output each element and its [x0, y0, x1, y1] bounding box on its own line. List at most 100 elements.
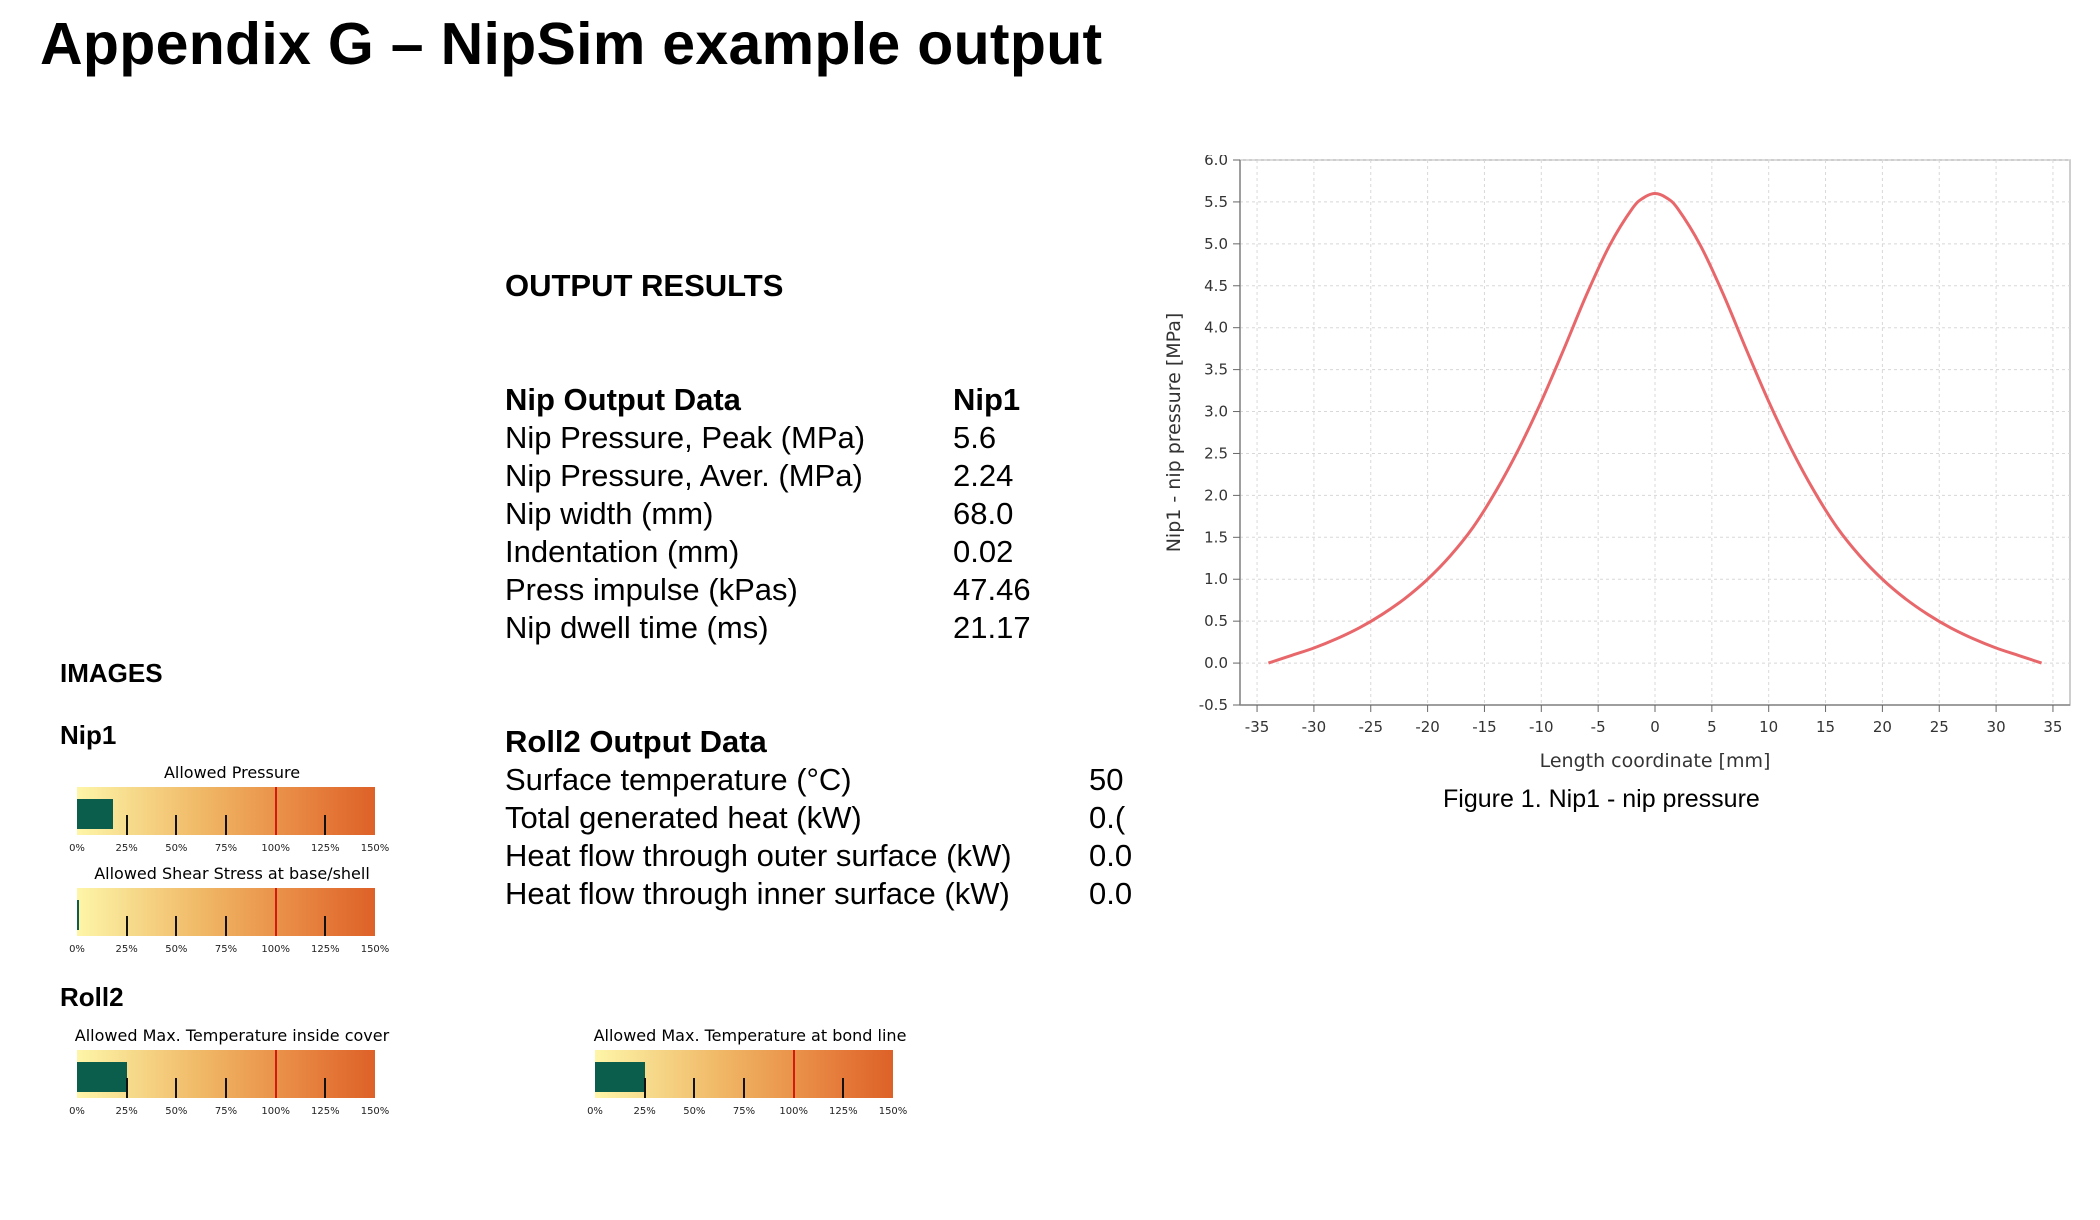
- gauge-level-fill: [77, 900, 79, 930]
- x-tick-label: 5: [1707, 718, 1717, 736]
- gauge-limit-marker: [792, 1050, 795, 1098]
- gauge-scale-label: 0%: [69, 1106, 85, 1117]
- x-tick-label: -15: [1472, 718, 1497, 736]
- row-label: Indentation (mm): [505, 534, 740, 569]
- row-value: 50: [1089, 762, 1124, 797]
- row-label: Heat flow through inner surface (kW): [505, 876, 1010, 911]
- roll2-gauges-heading: Roll2: [60, 982, 124, 1012]
- gauge-scale-label: 50%: [165, 843, 188, 854]
- table-row: Indentation (mm) 0.02: [505, 533, 1105, 571]
- roll-table-header-label: Roll2 Output Data: [505, 724, 767, 759]
- gauge-tick: [643, 1078, 646, 1098]
- gauge-scale-label: 25%: [633, 1106, 656, 1117]
- gauge-level-fill: [595, 1062, 645, 1092]
- gauge-scale-labels: 0% 25% 50% 75% 100% 125% 150%: [62, 944, 402, 958]
- row-value: 0.0: [1089, 838, 1133, 873]
- y-tick-label: 1.0: [1204, 570, 1228, 588]
- x-tick-label: -35: [1245, 718, 1270, 736]
- row-label: Nip Pressure, Peak (MPa): [505, 420, 866, 455]
- images-heading: IMAGES: [60, 658, 163, 688]
- y-axis-label: Nip1 - nip pressure [MPa]: [1163, 313, 1185, 553]
- gauge-title: Allowed Shear Stress at base/shell: [94, 864, 370, 883]
- gauge-limit-marker: [274, 1050, 277, 1098]
- gauge-max-temp-inside-cover: Allowed Max. Temperature inside cover 0%…: [62, 1026, 402, 1122]
- gauge-tick: [125, 1078, 128, 1098]
- x-axis-label: Length coordinate [mm]: [1540, 750, 1771, 772]
- row-value: 21.17: [953, 610, 1031, 645]
- nip1-gauges-heading: Nip1: [60, 720, 117, 750]
- gauge-scale-label: 75%: [732, 1106, 756, 1117]
- gauge-title: Allowed Pressure: [163, 763, 301, 782]
- x-tick-label: 35: [2043, 718, 2062, 736]
- table-row: Total generated heat (kW) 0.(: [505, 799, 1155, 837]
- x-tick-label: 0: [1650, 718, 1660, 736]
- y-tick-label: 4.5: [1204, 277, 1228, 295]
- row-label: Press impulse (kPas): [505, 572, 798, 607]
- gauge-scale-label: 150%: [360, 843, 390, 854]
- gauge-scale-label: 125%: [311, 944, 340, 955]
- y-tick-label: 5.0: [1204, 235, 1228, 253]
- gauge-tick: [125, 815, 128, 835]
- gauge-bar: [77, 888, 375, 936]
- gauge-scale-label: 25%: [115, 843, 138, 854]
- table-row: Press impulse (kPas) 47.46: [505, 571, 1105, 609]
- gauge-tick: [125, 916, 128, 936]
- row-value: 68.0: [953, 496, 1014, 531]
- gauge-scale-label: 100%: [779, 1106, 808, 1117]
- y-tick-label: 3.5: [1204, 361, 1228, 379]
- gauge-scale-label: 100%: [261, 1106, 290, 1117]
- gauge-max-temp-bond-line: Allowed Max. Temperature at bond line 0%…: [580, 1026, 920, 1122]
- row-value: 5.6: [953, 420, 997, 455]
- table-row: Nip Pressure, Aver. (MPa) 2.24: [505, 457, 1105, 495]
- gauge-bar: [595, 1050, 893, 1098]
- gauge-scale-label: 150%: [878, 1106, 908, 1117]
- gauge-scale-labels: 0% 25% 50% 75% 100% 125% 150%: [62, 843, 402, 857]
- gauge-tick: [175, 916, 178, 936]
- x-tick-label: 10: [1759, 718, 1778, 736]
- gauge-scale-label: 125%: [311, 843, 340, 854]
- series-line: [1267, 192, 2043, 665]
- table-header-row: Roll2 Output Data: [505, 723, 1155, 761]
- gauge-level-fill: [77, 1062, 127, 1092]
- gauge-allowed-shear-stress: Allowed Shear Stress at base/shell 0% 25%…: [62, 864, 402, 960]
- y-tick-label: 2.0: [1204, 486, 1228, 504]
- gauge-scale-label: 25%: [115, 944, 138, 955]
- gauge-scale-label: 150%: [360, 1106, 390, 1117]
- gauge-scale-label: 100%: [261, 944, 290, 955]
- gauge-scale-label: 50%: [165, 944, 188, 955]
- row-value: 0.(: [1089, 800, 1126, 835]
- nip-pressure-chart: -35 -30 -25 -20 -15 -10 -5 0 5 10 15 20 25 30 35 -0.5 0.…: [1163, 155, 2071, 772]
- row-label: Nip width (mm): [505, 496, 714, 531]
- row-label: Nip Pressure, Aver. (MPa): [505, 458, 863, 493]
- gauge-limit-marker: [274, 787, 277, 835]
- row-value: 0.0: [1089, 876, 1133, 911]
- row-label: Surface temperature (°C): [505, 762, 852, 797]
- roll2-output-table: Roll2 Output Data Surface temperature (°…: [505, 723, 1155, 913]
- gauge-tick: [324, 815, 327, 835]
- gauge-bar: [77, 1050, 375, 1098]
- page-title: Appendix G – NipSim example output: [40, 11, 1103, 77]
- gauge-scale-labels: 0% 25% 50% 75% 100% 125% 150%: [62, 1106, 402, 1120]
- nip-output-table: Nip Output Data Nip1 Nip Pressure, Peak …: [505, 381, 1105, 647]
- x-tick-label: -20: [1415, 718, 1440, 736]
- y-tick-label: 5.5: [1204, 193, 1228, 211]
- nip-table-header-value: Nip1: [953, 382, 1021, 417]
- row-value: 2.24: [953, 458, 1014, 493]
- gauge-scale-label: 25%: [115, 1106, 138, 1117]
- gauge-scale-label: 75%: [214, 843, 238, 854]
- output-results-heading: OUTPUT RESULTS: [505, 268, 784, 303]
- y-tick-label: 3.0: [1204, 403, 1228, 421]
- x-tick-label: 15: [1816, 718, 1835, 736]
- gauge-scale-label: 0%: [587, 1106, 603, 1117]
- y-tick-label: 0.0: [1204, 654, 1228, 672]
- gauge-level-fill: [77, 799, 113, 829]
- gauge-tick: [225, 916, 227, 936]
- gauge-tick: [175, 815, 178, 835]
- gauge-scale-label: 125%: [829, 1106, 858, 1117]
- gauge-scale-label: 50%: [683, 1106, 706, 1117]
- gauge-allowed-pressure: Allowed Pressure 0% 25% 50% 75% 100% 125% 150%: [62, 763, 402, 859]
- x-tick-label: -30: [1302, 718, 1327, 736]
- row-value: 0.02: [953, 534, 1014, 569]
- gauge-tick: [324, 916, 327, 936]
- x-tick-label: 20: [1873, 718, 1892, 736]
